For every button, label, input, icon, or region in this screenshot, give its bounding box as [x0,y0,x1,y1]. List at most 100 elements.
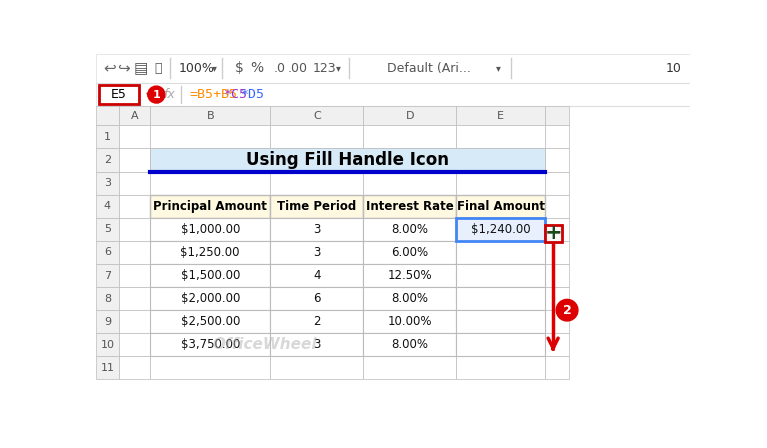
FancyBboxPatch shape [150,106,270,125]
FancyBboxPatch shape [150,310,270,333]
Text: 2: 2 [563,304,571,317]
Text: *D5: *D5 [241,88,265,101]
FancyBboxPatch shape [545,356,568,379]
FancyBboxPatch shape [456,310,545,333]
Text: 5: 5 [104,224,111,234]
Text: Principal Amount: Principal Amount [153,200,267,213]
FancyBboxPatch shape [270,125,364,148]
FancyBboxPatch shape [96,148,119,172]
Text: 12.50%: 12.50% [387,269,432,282]
Text: B: B [206,111,214,121]
Text: .0: .0 [274,62,285,75]
FancyBboxPatch shape [150,241,270,264]
FancyBboxPatch shape [364,333,456,356]
FancyBboxPatch shape [150,125,270,148]
Text: 100%: 100% [179,62,215,75]
Text: 6: 6 [104,247,111,258]
FancyBboxPatch shape [270,264,364,287]
Text: Using Fill Handle Icon: Using Fill Handle Icon [246,151,449,169]
FancyBboxPatch shape [96,241,119,264]
FancyBboxPatch shape [364,310,456,333]
Text: 10.00%: 10.00% [387,315,432,328]
Text: 1: 1 [153,90,160,99]
FancyBboxPatch shape [270,106,364,125]
Text: Interest Rate: Interest Rate [366,200,453,213]
FancyBboxPatch shape [119,172,150,195]
FancyBboxPatch shape [270,218,364,241]
Text: 8.00%: 8.00% [391,338,428,351]
FancyBboxPatch shape [545,287,568,310]
Text: $: $ [235,61,244,75]
Text: Final Amount: Final Amount [457,200,545,213]
FancyBboxPatch shape [96,218,119,241]
FancyBboxPatch shape [150,218,270,241]
FancyBboxPatch shape [150,287,270,310]
FancyBboxPatch shape [270,310,364,333]
Text: Default (Ari...: Default (Ari... [387,62,471,75]
Text: E5: E5 [111,88,127,101]
FancyBboxPatch shape [545,310,568,333]
Text: ↪: ↪ [117,61,130,76]
FancyBboxPatch shape [150,356,270,379]
FancyBboxPatch shape [456,241,545,264]
FancyBboxPatch shape [270,195,364,218]
FancyBboxPatch shape [545,333,568,356]
Text: *C5: *C5 [224,88,248,101]
Text: 7: 7 [104,271,111,280]
FancyBboxPatch shape [96,333,119,356]
FancyBboxPatch shape [99,85,140,104]
FancyBboxPatch shape [456,172,545,195]
FancyBboxPatch shape [456,287,545,310]
Text: $1,000.00: $1,000.00 [180,223,240,236]
FancyBboxPatch shape [119,195,150,218]
FancyBboxPatch shape [364,218,456,241]
FancyBboxPatch shape [119,356,150,379]
FancyBboxPatch shape [364,195,456,218]
Text: 8.00%: 8.00% [391,292,428,305]
FancyBboxPatch shape [270,218,364,241]
FancyBboxPatch shape [545,125,568,148]
FancyBboxPatch shape [119,241,150,264]
FancyBboxPatch shape [96,356,119,379]
Text: ▾: ▾ [336,63,341,73]
FancyBboxPatch shape [456,125,545,148]
FancyBboxPatch shape [545,148,568,172]
FancyBboxPatch shape [364,310,456,333]
FancyBboxPatch shape [119,106,150,125]
Text: 1: 1 [104,132,111,142]
FancyBboxPatch shape [270,148,364,172]
FancyBboxPatch shape [364,287,456,310]
Text: 3: 3 [313,246,321,259]
FancyBboxPatch shape [456,218,545,241]
FancyBboxPatch shape [270,333,364,356]
FancyBboxPatch shape [545,218,568,241]
FancyBboxPatch shape [119,264,150,287]
Text: ⬛: ⬛ [154,62,162,75]
FancyBboxPatch shape [545,172,568,195]
Text: 8: 8 [104,293,111,304]
FancyBboxPatch shape [270,310,364,333]
FancyBboxPatch shape [96,83,690,106]
Text: A: A [131,111,138,121]
FancyBboxPatch shape [456,333,545,356]
Text: ▾: ▾ [212,63,217,73]
FancyBboxPatch shape [270,287,364,310]
FancyBboxPatch shape [364,218,456,241]
FancyBboxPatch shape [119,148,150,172]
FancyBboxPatch shape [270,241,364,264]
FancyBboxPatch shape [150,310,270,333]
FancyBboxPatch shape [150,148,270,172]
Text: 2: 2 [313,315,321,328]
FancyBboxPatch shape [270,333,364,356]
FancyBboxPatch shape [270,264,364,287]
FancyBboxPatch shape [364,106,456,125]
FancyBboxPatch shape [96,195,119,218]
FancyBboxPatch shape [545,225,561,241]
FancyBboxPatch shape [150,172,270,195]
Text: Time Period: Time Period [277,200,357,213]
FancyBboxPatch shape [456,310,545,333]
Text: %: % [251,61,264,75]
FancyBboxPatch shape [545,264,568,287]
FancyBboxPatch shape [456,148,545,172]
Circle shape [148,86,165,103]
